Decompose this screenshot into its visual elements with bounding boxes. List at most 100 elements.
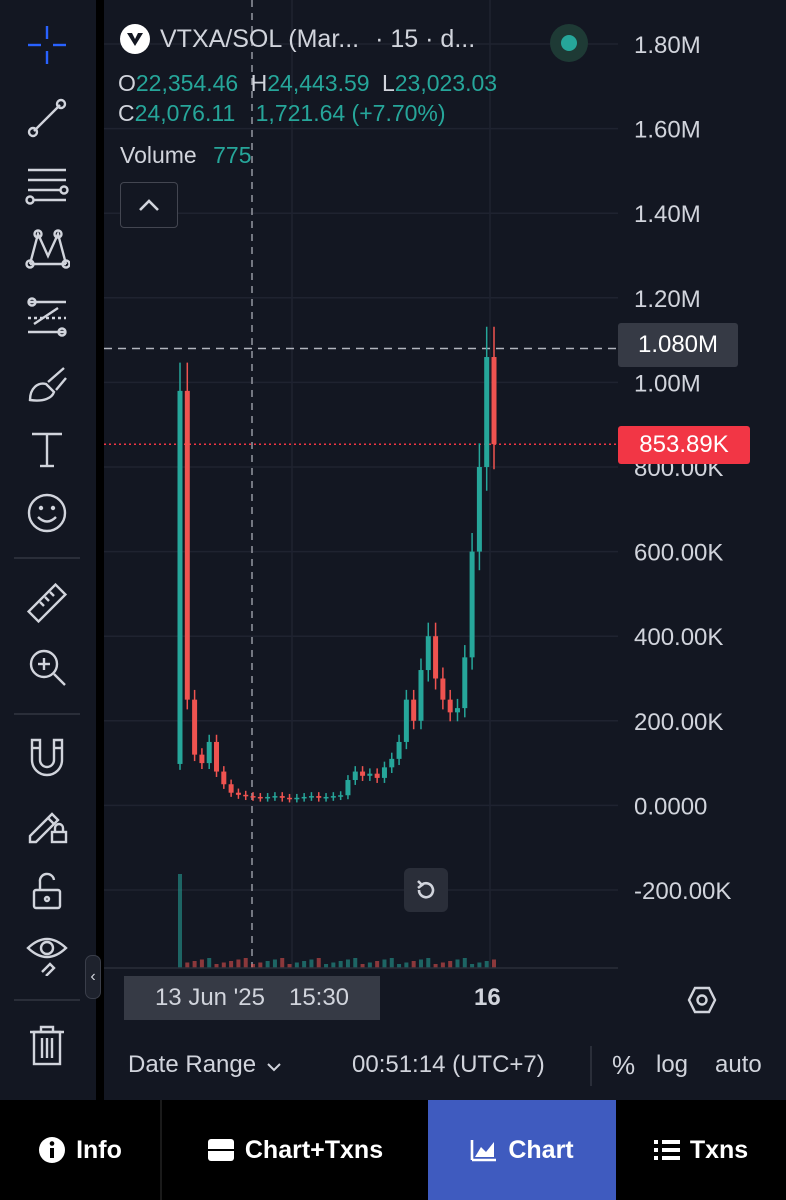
collapse-legend-button[interactable] (120, 182, 178, 228)
info-icon (39, 1137, 66, 1163)
low-key: L (381, 70, 395, 96)
ruler-icon[interactable] (22, 578, 72, 628)
candle-body (287, 797, 293, 800)
candle-body (440, 678, 446, 700)
ohlc-row-1: O22,354.46 H24,443.59 L23,023.03 (118, 70, 497, 97)
volume-bar (316, 958, 321, 968)
toolbar-separator (96, 0, 104, 1100)
candle-body (199, 754, 205, 764)
high-key: H (250, 70, 268, 96)
log-scale-toggle[interactable]: log (656, 1051, 689, 1078)
price-chart[interactable]: 1.80M1.60M1.40M1.20M1.00M800.00K600.00K4… (104, 0, 786, 1030)
tab-chart-txns-label: Chart+Txns (244, 1135, 384, 1164)
volume-bar (484, 961, 489, 968)
market-status-indicator[interactable] (550, 24, 588, 62)
candle-body (484, 357, 490, 467)
ohlc-row-2: C24,076.11 1,721.64 (+7.70%) (118, 100, 446, 127)
chevron-down-icon (266, 1051, 282, 1079)
volume-bar (229, 961, 234, 968)
candle-body (469, 551, 475, 658)
timezone-clock[interactable]: 00:51:14 (UTC+7) (352, 1051, 545, 1078)
candle-body (425, 636, 431, 671)
candle-body (243, 794, 249, 797)
emoji-icon[interactable] (22, 488, 72, 538)
last-price-label: 853.89K (618, 426, 750, 464)
brush-icon[interactable] (22, 358, 72, 408)
volume-bar (397, 964, 402, 968)
list-icon (653, 1140, 680, 1160)
percent-scale-toggle[interactable]: % (612, 1049, 636, 1080)
volume-row[interactable]: Volume 775 (120, 142, 251, 169)
candle-body (367, 773, 373, 776)
candle-body (316, 796, 322, 798)
candle-body (294, 797, 300, 800)
volume-value: 775 (213, 142, 252, 168)
eye-icon[interactable] (22, 928, 72, 978)
tab-chart-label: Chart (508, 1135, 574, 1164)
tab-info[interactable]: Info (0, 1100, 160, 1200)
pattern-icon[interactable] (22, 222, 72, 272)
symbol-row[interactable]: VTXA/SOL (Mar... · 15 · d... (120, 24, 475, 54)
candle-body (418, 670, 424, 721)
candle-body (228, 784, 234, 793)
symbol-interval: · 15 · d... (375, 24, 476, 53)
candle-body (272, 796, 278, 798)
volume-bar (214, 964, 219, 968)
reset-chart-button[interactable] (404, 868, 448, 912)
volume-bar (265, 961, 270, 968)
candle-body (279, 796, 285, 798)
tab-info-label: Info (76, 1135, 122, 1164)
prediction-icon[interactable] (22, 292, 72, 342)
candle-body (206, 741, 212, 764)
open-value: 22,354.46 (135, 70, 239, 96)
volume-bar (367, 962, 372, 968)
chart-panel: 1.80M 1.60M 1.40M 1.20M 1.00M 800.00K 600.00K 4… (104, 0, 786, 1100)
chart-bottom-bar: Date Range 00:51:14 (UTC+7) % log auto (104, 1030, 786, 1100)
low-value: 23,023.03 (394, 70, 498, 96)
trend-line-icon[interactable] (22, 93, 72, 143)
fib-retracement-icon[interactable] (22, 160, 72, 210)
zoom-in-icon[interactable] (22, 642, 72, 692)
candle-body (301, 796, 307, 799)
price-tick-label: 600.00K (634, 540, 723, 567)
crosshair-icon[interactable] (22, 20, 72, 70)
volume-bar (280, 958, 285, 968)
candle-body (491, 357, 497, 445)
date-range-label: Date Range (128, 1051, 257, 1078)
candle-body (177, 390, 183, 764)
date-range-button[interactable]: Date Range (128, 1051, 282, 1079)
candle-body (214, 741, 220, 772)
text-icon[interactable] (22, 424, 72, 474)
magnet-icon[interactable] (22, 732, 72, 782)
close-value: 24,076.11 (134, 100, 236, 126)
lock-drawing-icon[interactable] (22, 798, 72, 848)
trash-icon[interactable] (22, 1020, 72, 1070)
toolbar-divider (14, 999, 80, 1001)
auto-scale-toggle[interactable]: auto (715, 1051, 762, 1078)
volume-bar (324, 964, 329, 968)
volume-bar (338, 961, 343, 968)
toolbar-divider (14, 713, 80, 715)
candle-body (330, 796, 336, 798)
tab-txns[interactable]: Txns (616, 1100, 786, 1200)
volume-bar (492, 959, 496, 968)
crosshair-time: 15:30 (288, 984, 350, 1011)
volume-bar (360, 964, 365, 968)
symbol-name: VTXA/SOL (Mar... (160, 24, 360, 53)
collapse-toolbar-handle[interactable]: ‹ (85, 955, 101, 999)
tab-chart[interactable]: Chart (428, 1100, 616, 1200)
tab-chart-txns[interactable]: Chart+Txns (162, 1100, 428, 1200)
volume-bar (309, 959, 314, 968)
candle-body (265, 796, 271, 799)
candle-body (396, 741, 402, 759)
price-tick-label: 1.80M (634, 32, 701, 59)
token-logo (120, 24, 150, 54)
volume-bar (455, 959, 460, 968)
chart-icon (471, 1140, 497, 1162)
divider (590, 1046, 592, 1086)
candle-body (257, 796, 263, 799)
price-tick-label: 200.00K (634, 709, 723, 736)
unlock-icon[interactable] (22, 866, 72, 916)
candle-body (454, 708, 460, 713)
chart-settings-icon[interactable] (687, 985, 717, 1020)
